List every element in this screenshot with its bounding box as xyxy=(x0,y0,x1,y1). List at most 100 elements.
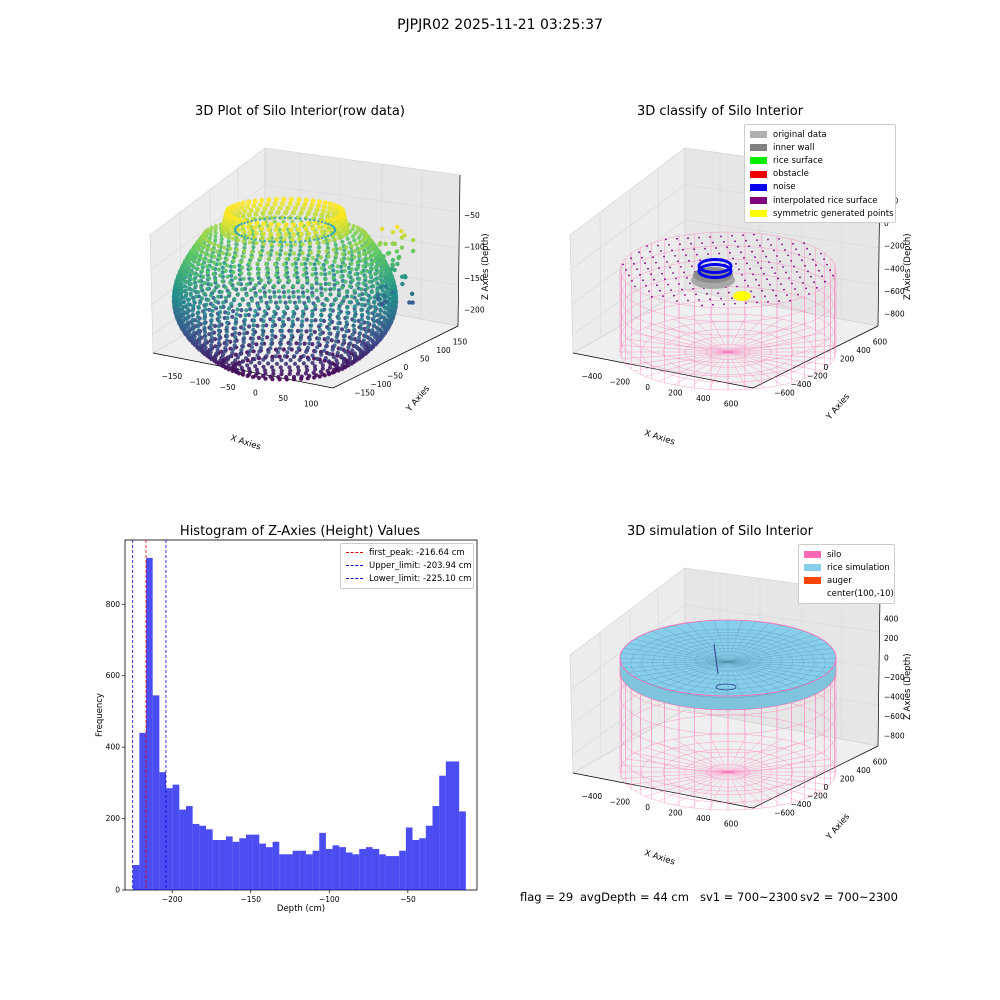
silo-ring xyxy=(619,231,837,309)
cloud-point xyxy=(324,248,329,254)
cloud-point xyxy=(366,301,371,306)
cloud-point xyxy=(306,299,312,304)
cloud-point xyxy=(307,341,312,346)
cloud-point xyxy=(359,287,364,292)
cloud-point xyxy=(325,213,331,219)
surface-mesh-spoke xyxy=(727,661,794,689)
panel2-title: 3D classify of Silo Interior xyxy=(636,104,804,119)
cloud-point xyxy=(288,342,293,347)
cloud-point xyxy=(206,297,211,302)
cloud-point xyxy=(319,229,325,235)
outlier-point xyxy=(381,254,386,259)
cloud-point xyxy=(215,249,220,254)
cloud-point xyxy=(225,320,230,325)
cloud-point xyxy=(327,234,330,238)
y-tick-label: 0 xyxy=(824,783,829,792)
cloud-point xyxy=(325,297,330,302)
cloud-point xyxy=(272,201,278,207)
cloud-point xyxy=(216,341,222,346)
cloud-point xyxy=(213,224,218,229)
interp-point xyxy=(769,283,771,286)
cloud-point xyxy=(196,305,202,310)
interp-point xyxy=(731,297,733,299)
z-tick-label: −150 xyxy=(464,274,485,283)
cloud-point xyxy=(255,207,261,213)
cloud-point xyxy=(319,286,324,291)
cloud-point xyxy=(265,267,271,272)
cloud-point xyxy=(241,254,246,259)
cloud-point xyxy=(255,323,260,328)
interp-point xyxy=(717,292,719,295)
histogram-bar xyxy=(359,848,366,890)
cloud-point xyxy=(192,338,197,343)
cloud-point xyxy=(341,356,346,362)
cloud-point xyxy=(269,205,275,212)
cloud-point xyxy=(352,288,357,293)
cloud-point xyxy=(380,274,385,279)
cloud-point xyxy=(321,204,327,210)
interp-point xyxy=(704,247,706,250)
cloud-point xyxy=(307,373,312,379)
cloud-point xyxy=(331,275,336,281)
z-tick-label: 0 xyxy=(884,654,889,663)
cloud-point xyxy=(268,295,273,300)
cloud-point xyxy=(329,217,335,223)
cloud-point xyxy=(258,295,263,300)
cloud-point xyxy=(364,243,369,248)
cloud-point xyxy=(302,201,308,208)
cloud-point xyxy=(261,319,266,324)
cloud-point xyxy=(339,257,344,263)
interp-point xyxy=(801,259,803,262)
interp-point xyxy=(767,300,769,303)
histogram-bar xyxy=(339,847,346,890)
cloud-point xyxy=(291,374,297,379)
cloud-point xyxy=(235,292,240,297)
cloud-point xyxy=(262,309,267,314)
interp-point xyxy=(720,297,722,300)
outlier-point xyxy=(379,226,385,232)
cloud-point xyxy=(283,273,288,278)
cloud-point xyxy=(246,312,251,318)
y-tick-label: −600 xyxy=(774,809,795,818)
surface-mesh-spoke xyxy=(651,661,729,686)
x-tick-label: 0 xyxy=(253,388,258,397)
interp-point xyxy=(682,248,684,251)
silo-spoke xyxy=(673,771,729,806)
cloud-point xyxy=(265,201,271,207)
histogram-bar xyxy=(192,823,200,890)
histogram-bar xyxy=(432,806,440,890)
cloud-point xyxy=(279,368,284,373)
y-tick-label: 200 xyxy=(106,814,121,823)
cloud-point xyxy=(255,261,260,266)
interp-point xyxy=(734,302,736,305)
cloud-point xyxy=(273,240,276,243)
cloud-point xyxy=(299,217,302,220)
interp-point xyxy=(736,285,738,288)
legend-line xyxy=(346,552,363,554)
cloud-point xyxy=(299,323,304,329)
interp-point xyxy=(755,278,757,281)
cloud-point xyxy=(297,252,302,257)
cloud-point xyxy=(197,300,203,306)
surface-mesh-spoke xyxy=(727,630,805,663)
interp-point xyxy=(782,266,784,268)
cloud-point xyxy=(226,311,231,316)
cloud-point xyxy=(313,306,318,312)
cloud-point xyxy=(249,298,255,303)
cloud-point xyxy=(305,345,311,350)
cloud-point xyxy=(212,242,217,247)
x-tick-label: −100 xyxy=(189,377,210,386)
interp-point xyxy=(712,241,714,244)
cloud-point xyxy=(313,238,316,241)
cloud-point xyxy=(300,206,306,212)
x-tick-label: 100 xyxy=(304,399,319,408)
cloud-point xyxy=(261,241,266,246)
cloud-point xyxy=(283,216,287,220)
cloud-point xyxy=(281,196,287,202)
cloud-point xyxy=(257,267,262,272)
cloud-point xyxy=(349,336,354,342)
histogram-bar xyxy=(252,834,260,890)
y-tick-label: 400 xyxy=(856,346,871,355)
cloud-point xyxy=(295,201,301,207)
cloud-point xyxy=(355,282,360,288)
